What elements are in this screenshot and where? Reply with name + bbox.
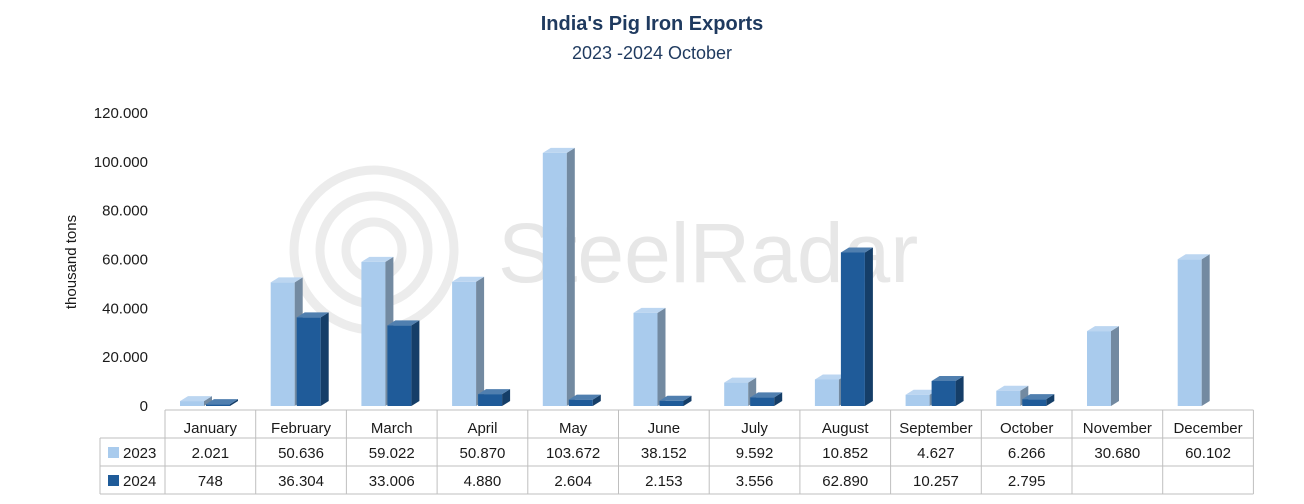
y-axis-ticks: 0 20.000 40.000 60.000 80.000 100.000 120.000 (94, 105, 148, 415)
legend-label-2023: 2023 (123, 445, 156, 462)
legend-swatch-2023 (108, 447, 119, 458)
category-label: November (1083, 420, 1152, 437)
data-cell-2023: 103.672 (546, 445, 600, 462)
data-cell-2024: 36.304 (278, 473, 324, 490)
bar-2023-may (542, 147, 575, 406)
bar-2023-december (1177, 254, 1210, 406)
data-cell-2024: 2.795 (1008, 473, 1046, 490)
data-cell-2024: 2.153 (645, 473, 683, 490)
data-cell-2024: 3.556 (736, 473, 774, 490)
bar-2024-june (659, 395, 692, 406)
bar-2024-september (931, 375, 964, 406)
y-tick-label: 20.000 (102, 349, 148, 366)
y-tick-label: 60.000 (102, 252, 148, 269)
category-label: March (371, 420, 413, 437)
data-cell-2023: 2.021 (192, 445, 230, 462)
category-label: September (899, 420, 972, 437)
category-label: June (648, 420, 681, 437)
bars (180, 147, 1210, 406)
data-cell-2023: 4.627 (917, 445, 955, 462)
bar-2023-january (180, 396, 212, 406)
y-axis-label: thousand tons (63, 215, 80, 309)
bar-2024-february (296, 312, 329, 406)
category-label: April (467, 420, 497, 437)
bar-2024-may (568, 394, 601, 406)
data-cell-2023: 50.870 (460, 445, 506, 462)
data-cell-2024: 748 (198, 473, 223, 490)
y-tick-label: 100.000 (94, 154, 148, 171)
category-label: October (1000, 420, 1053, 437)
y-tick-label: 0 (140, 398, 148, 415)
data-cell-2023: 9.592 (736, 445, 774, 462)
data-cell-2024: 10.257 (913, 473, 959, 490)
category-label: February (271, 420, 332, 437)
data-cell-2023: 38.152 (641, 445, 687, 462)
data-cell-2023: 10.852 (822, 445, 868, 462)
category-label: July (741, 420, 768, 437)
y-tick-label: 80.000 (102, 203, 148, 220)
data-cell-2023: 50.636 (278, 445, 324, 462)
bar-2023-april (452, 276, 485, 406)
y-tick-label: 120.000 (94, 105, 148, 122)
category-label: December (1173, 420, 1242, 437)
bar-2024-april (478, 389, 511, 406)
data-cell-2024: 33.006 (369, 473, 415, 490)
chart-subtitle: 2023 -2024 October (572, 43, 732, 63)
data-cell-2023: 6.266 (1008, 445, 1046, 462)
bar-2024-july (750, 392, 783, 406)
data-cell-2024: 62.890 (822, 473, 868, 490)
data-cell-2023: 59.022 (369, 445, 415, 462)
y-tick-label: 40.000 (102, 300, 148, 317)
bar-2024-october (1022, 394, 1055, 406)
category-label: January (184, 420, 238, 437)
data-cell-2024: 4.880 (464, 473, 502, 490)
data-table: January February March April May June July Augu… (99, 409, 1254, 495)
legend-swatch-2024 (108, 475, 119, 486)
bar-2024-march (387, 320, 420, 406)
bar-2024-january (206, 399, 238, 406)
category-label: May (559, 420, 588, 437)
data-cell-2024: 2.604 (554, 473, 592, 490)
chart-title: India's Pig Iron Exports (541, 13, 764, 35)
bar-2023-november (1087, 326, 1119, 406)
data-cell-2023: 30.680 (1094, 445, 1140, 462)
category-label: August (822, 420, 870, 437)
data-cell-2023: 60.102 (1185, 445, 1231, 462)
bar-2023-june (633, 307, 666, 406)
legend-label-2024: 2024 (123, 473, 156, 490)
bar-2024-august (840, 247, 873, 406)
